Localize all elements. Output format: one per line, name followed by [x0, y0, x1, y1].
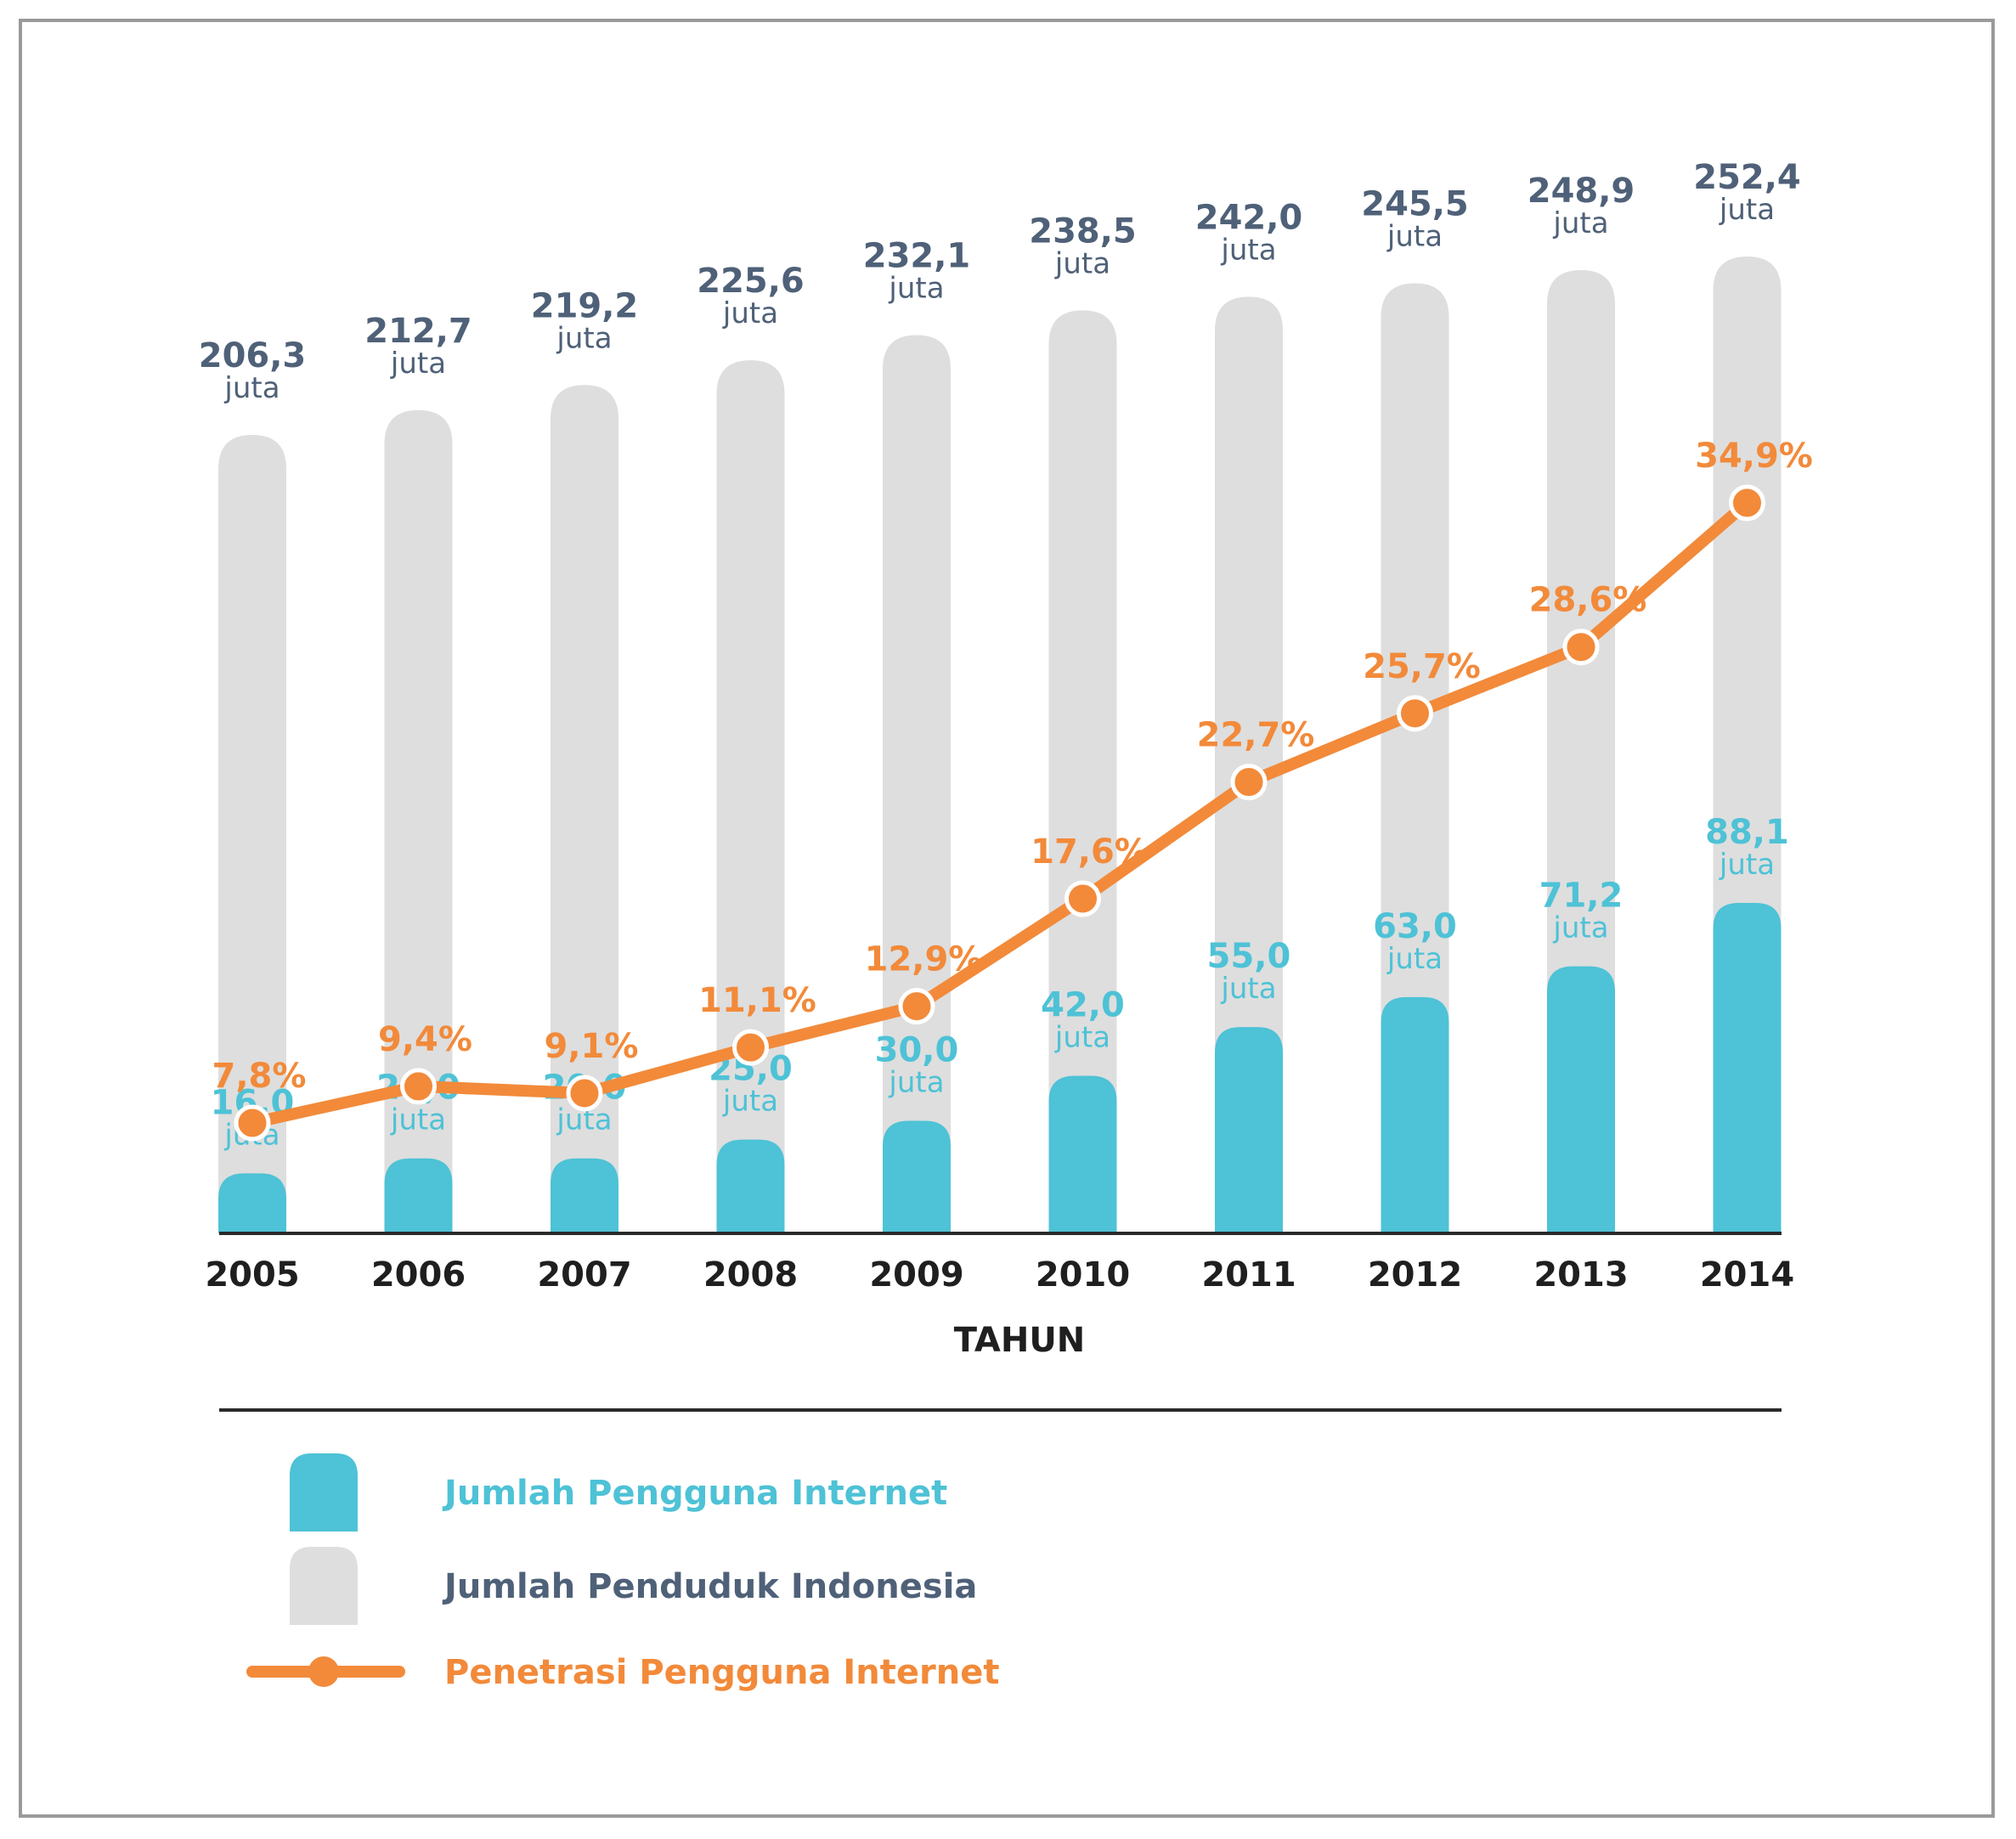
penetration-value-label: 11,1%	[698, 981, 816, 1020]
legend-label: Jumlah Penduduk Indonesia	[442, 1567, 977, 1606]
internet-user-bar	[716, 1139, 785, 1233]
population-bar	[384, 409, 453, 1233]
internet-user-unit-label: juta	[390, 1103, 446, 1137]
internet-user-bar	[384, 1158, 453, 1233]
penetration-value-label: 28,6%	[1529, 581, 1647, 620]
penetration-point	[898, 988, 935, 1025]
internet-user-bars	[218, 903, 1782, 1233]
x-tick-label: 2012	[1368, 1255, 1462, 1295]
penetration-value-label: 17,6%	[1031, 832, 1149, 872]
internet-user-unit-label: juta	[888, 1066, 944, 1100]
penetration-point	[1230, 764, 1268, 801]
penetration-line-layer: 7,8% 9,4% 9,1% 11,1% 12,9% 17,6% 22,7% 25,7% 28,…	[212, 437, 1813, 1142]
population-unit-label: juta	[1220, 233, 1276, 267]
internet-user-bar	[551, 1158, 618, 1233]
population-unit-label: juta	[1719, 193, 1775, 227]
penetration-point	[1562, 629, 1600, 666]
population-unit-label: juta	[1386, 219, 1443, 253]
penetration-value-label: 34,9%	[1695, 437, 1813, 476]
penetration-point	[566, 1075, 603, 1112]
population-unit-label: juta	[722, 296, 778, 330]
population-bar	[218, 435, 286, 1233]
penetration-point	[1729, 484, 1765, 522]
internet-user-bar	[1215, 1027, 1283, 1233]
x-axis-title: TAHUN	[954, 1321, 1086, 1360]
internet-user-bar	[883, 1120, 951, 1233]
penetration-value-label: 25,7%	[1363, 647, 1481, 686]
population-unit-label: juta	[1552, 206, 1608, 240]
x-tick-label: 2006	[371, 1255, 466, 1295]
population-value-label: 245,5	[1361, 184, 1469, 223]
x-tick-label: 2010	[1036, 1255, 1130, 1295]
internet-user-unit-label: juta	[722, 1085, 778, 1119]
x-tick-label: 2009	[869, 1255, 963, 1295]
chart-frame	[19, 19, 1995, 1818]
population-value-label: 242,0	[1195, 198, 1303, 237]
population-bar	[1381, 283, 1449, 1233]
x-tick-label: 2008	[703, 1255, 798, 1295]
x-tick-label: 2005	[205, 1255, 299, 1295]
legend-swatch	[290, 1547, 358, 1625]
internet-user-unit-label: juta	[1552, 911, 1608, 945]
x-tick-labels: 2005 2006 2007 2008 2009 2010 2011 2012 2013 2014	[205, 1255, 1794, 1295]
penetration-value-label: 7,8%	[212, 1057, 307, 1096]
penetration-point	[400, 1068, 437, 1105]
population-bar	[1048, 310, 1117, 1233]
penetration-point	[1397, 695, 1433, 732]
population-unit-label: juta	[556, 321, 612, 355]
population-value-label: 206,3	[199, 336, 307, 375]
x-tick-label: 2007	[537, 1255, 631, 1295]
internet-user-value-label: 42,0	[1041, 986, 1125, 1025]
legend-dot-swatch	[308, 1656, 339, 1687]
legend-label: Jumlah Pengguna Internet	[442, 1474, 947, 1513]
internet-user-value-label: 55,0	[1207, 937, 1291, 976]
penetration-point	[1064, 880, 1101, 917]
bar-value-labels: 206,3juta16,0juta212,7juta20,0juta219,2j…	[199, 158, 1801, 1152]
penetration-point	[234, 1104, 271, 1142]
internet-user-unit-label: juta	[1054, 1021, 1110, 1055]
legend-swatch	[290, 1453, 358, 1532]
penetration-value-label: 9,1%	[545, 1027, 639, 1066]
legend: Jumlah Pengguna Internet Jumlah Penduduk …	[246, 1453, 999, 1692]
penetration-value-label: 22,7%	[1197, 716, 1315, 755]
internet-user-value-label: 71,2	[1539, 877, 1624, 916]
internet-user-bar	[218, 1173, 286, 1233]
internet-user-unit-label: juta	[1386, 942, 1443, 976]
x-tick-label: 2014	[1700, 1255, 1794, 1295]
internet-user-bar	[1048, 1075, 1117, 1233]
population-unit-label: juta	[888, 271, 944, 305]
population-bar	[716, 360, 785, 1233]
internet-user-unit-label: juta	[1220, 972, 1276, 1006]
population-unit-label: juta	[390, 347, 446, 381]
population-value-label: 212,7	[364, 312, 472, 351]
population-bar	[551, 385, 618, 1233]
internet-user-bar	[1547, 966, 1615, 1233]
internet-user-unit-label: juta	[1719, 848, 1775, 882]
population-unit-label: juta	[1054, 246, 1110, 280]
population-value-label: 248,9	[1528, 172, 1635, 211]
population-value-label: 225,6	[697, 262, 805, 301]
penetration-line	[246, 497, 1753, 1129]
population-value-label: 219,2	[531, 286, 639, 325]
population-value-label: 252,4	[1693, 158, 1801, 197]
x-tick-label: 2013	[1533, 1255, 1628, 1295]
population-value-label: 238,5	[1029, 212, 1137, 251]
population-value-label: 232,1	[863, 236, 971, 275]
legend-label: Penetrasi Pengguna Internet	[444, 1653, 999, 1692]
internet-user-bar	[1713, 903, 1782, 1233]
population-unit-label: juta	[223, 371, 280, 405]
internet-user-bar	[1381, 996, 1449, 1233]
internet-user-value-label: 30,0	[875, 1031, 959, 1070]
penetration-point	[732, 1029, 769, 1066]
penetration-value-label: 9,4%	[378, 1020, 472, 1059]
x-tick-label: 2011	[1201, 1255, 1296, 1295]
internet-user-value-label: 63,0	[1373, 907, 1457, 946]
penetration-value-label: 12,9%	[865, 940, 983, 979]
internet-user-value-label: 88,1	[1705, 813, 1789, 852]
